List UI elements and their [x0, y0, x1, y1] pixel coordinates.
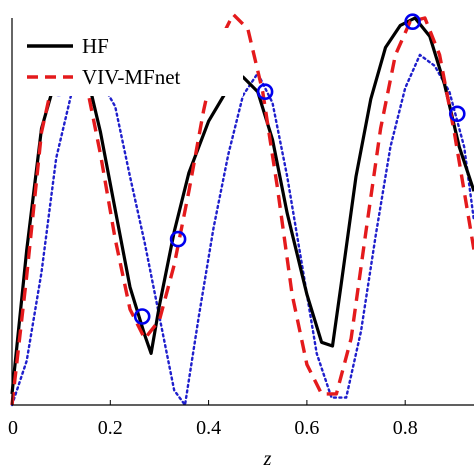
legend-label-hf: HF	[82, 34, 109, 58]
series-line-lf	[10, 53, 474, 407]
axes: 0 0.2 0.4 0.6 0.8	[8, 18, 474, 439]
x-axis-label: z	[263, 448, 272, 470]
x-ticks: 0 0.2 0.4 0.6 0.8	[8, 400, 418, 439]
x-tick-label: 0.2	[98, 417, 123, 439]
x-tick-label: 0.8	[393, 417, 418, 439]
sample-point-marker	[404, 13, 421, 31]
sample-point-marker	[256, 83, 274, 100]
x-tick-label: 0.4	[196, 417, 221, 439]
x-tick-label: 0.6	[294, 417, 319, 439]
sample-point-marker	[133, 308, 151, 325]
legend-label-viv-mfnet: VIV-MFnet	[82, 65, 181, 89]
legend-box	[13, 28, 243, 96]
sample-point-marker	[448, 105, 466, 123]
sample-point-marker	[169, 230, 187, 248]
series-line-viv-mfnet	[10, 12, 474, 406]
x-tick-label: 0	[8, 417, 18, 439]
legend: HF VIV-MFnet	[13, 28, 243, 96]
